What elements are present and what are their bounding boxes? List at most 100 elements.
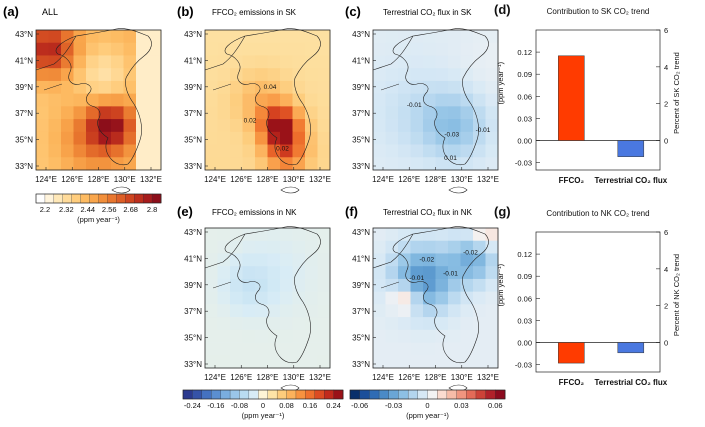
map-cell xyxy=(205,266,218,280)
map-cell xyxy=(242,42,256,56)
lat-label: 37°N xyxy=(352,307,370,316)
map-cell xyxy=(230,266,243,280)
map-cell xyxy=(423,266,436,280)
map-cell xyxy=(410,55,424,69)
map-cell xyxy=(73,93,87,107)
map-cell xyxy=(98,93,112,107)
map-cell xyxy=(205,93,218,107)
lat-label: 41°N xyxy=(184,56,202,65)
map-cell xyxy=(305,42,318,56)
map-cell xyxy=(230,329,243,343)
colorbar-swatch xyxy=(44,193,55,204)
map-cell xyxy=(410,329,424,343)
lat-label: 33°N xyxy=(352,162,370,171)
lat-label: 39°N xyxy=(352,83,370,92)
map-cell xyxy=(305,253,318,267)
colorbar-tick-label: -0.16 xyxy=(207,401,224,410)
colorbar-swatch xyxy=(446,389,458,400)
lat-label: 39°N xyxy=(184,83,202,92)
map-cell xyxy=(473,304,486,318)
map-cell xyxy=(36,131,49,145)
map-cell xyxy=(255,42,268,56)
colorbar-terrestrial: -0.06 -0.03 0 0.03 0.06 (ppm year⁻¹) xyxy=(349,389,506,420)
map-cell xyxy=(423,278,436,293)
map-cell xyxy=(205,278,218,293)
map-cell xyxy=(373,291,386,305)
map-cell xyxy=(242,68,256,82)
y-tick-label: 0.06 xyxy=(517,294,532,303)
colorbar-unit: (ppm year⁻¹) xyxy=(406,411,449,420)
map-cell xyxy=(255,317,268,331)
map-cell xyxy=(136,106,149,120)
lat-label: 39°N xyxy=(15,83,33,92)
map-cell xyxy=(217,157,231,171)
colorbar-tick-label: 2.68 xyxy=(123,205,138,214)
map-cell xyxy=(123,93,137,107)
map-cell xyxy=(148,42,162,56)
y-tick-label: 0.00 xyxy=(517,339,532,348)
colorbar-tick-label: 0.06 xyxy=(488,401,503,410)
map-cell xyxy=(230,80,243,95)
map-cell xyxy=(385,266,399,280)
map-cell xyxy=(435,68,449,82)
map-cell xyxy=(205,68,218,82)
colorbar-swatch xyxy=(466,389,477,400)
y-tick-label: 0.03 xyxy=(517,316,532,325)
map-cell xyxy=(148,93,162,107)
y-tick-label: 0.03 xyxy=(517,114,532,123)
map-cell xyxy=(255,291,268,305)
map-cell xyxy=(423,304,436,318)
map-cell xyxy=(36,55,49,69)
map-cell xyxy=(423,30,436,44)
map-cell xyxy=(385,157,399,171)
map-cell xyxy=(373,278,386,293)
map-cell xyxy=(460,131,474,145)
map-cell xyxy=(48,144,62,158)
map-cell xyxy=(448,119,461,133)
map-cell xyxy=(148,80,162,95)
map-cell xyxy=(398,291,411,305)
map-cell xyxy=(205,253,218,267)
colorbar-swatch xyxy=(485,389,496,400)
y-tick-label: 0.12 xyxy=(517,250,532,259)
map-cell xyxy=(435,42,449,56)
map-cell xyxy=(398,68,411,82)
map-cell xyxy=(205,342,218,356)
colorbar-swatch xyxy=(427,389,438,400)
map-cell xyxy=(86,68,99,82)
lon-label: 128°E xyxy=(425,175,447,184)
map-cell xyxy=(255,55,268,69)
map-cell xyxy=(205,55,218,69)
map-cell xyxy=(373,93,386,107)
lon-label: 126°E xyxy=(230,175,252,184)
map-cell xyxy=(423,157,436,171)
map-cell xyxy=(48,55,62,69)
map-cell xyxy=(205,106,218,120)
lon-label: 124°E xyxy=(35,175,57,184)
map-cell xyxy=(305,329,318,343)
map-cell xyxy=(242,240,256,254)
lat-label: 43°N xyxy=(15,30,33,39)
lat-label: 41°N xyxy=(352,56,370,65)
map-cell xyxy=(305,80,318,95)
map-cell xyxy=(230,68,243,82)
colorbar-swatch xyxy=(475,389,487,400)
colorbar-tick-label: -0.06 xyxy=(351,401,368,410)
map-cell xyxy=(242,329,256,343)
map-cell xyxy=(148,55,162,69)
map-cell xyxy=(98,144,112,158)
lon-label: 132°E xyxy=(309,175,331,184)
map-cell xyxy=(280,342,293,356)
map-cell xyxy=(267,106,281,120)
map-cell xyxy=(280,119,293,133)
category-label: Terrestrial CO₂ flux xyxy=(594,378,667,387)
map-cell xyxy=(473,55,486,69)
map-cell xyxy=(410,240,424,254)
map-cell xyxy=(36,106,49,120)
map-cell xyxy=(317,266,331,280)
map-cell xyxy=(217,278,231,293)
colorbar-swatch xyxy=(314,389,325,400)
map-cell xyxy=(448,342,461,356)
map-cell xyxy=(73,144,87,158)
map-cell xyxy=(448,68,461,82)
